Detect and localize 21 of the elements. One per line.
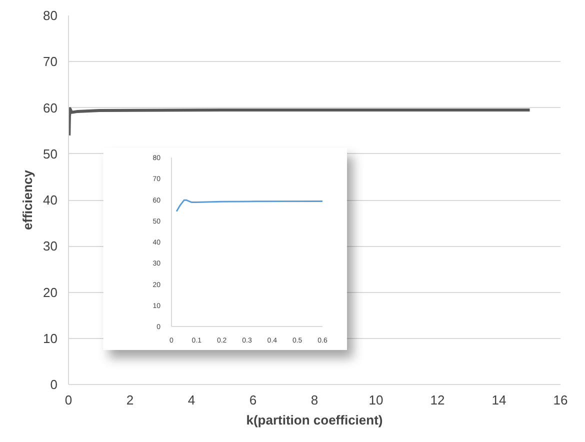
- y-tick-label: 60: [43, 100, 58, 116]
- x-tick-label: 8: [310, 392, 318, 408]
- y-tick-label: 40: [43, 192, 58, 208]
- x-tick-label: 14: [492, 392, 506, 408]
- x-tick-label: 6: [249, 392, 257, 408]
- y-tick-label: 20: [43, 284, 58, 300]
- x-tick-label: 4: [188, 392, 196, 408]
- y-tick-label: 0: [50, 377, 58, 392]
- x-tick-label: 2: [126, 392, 134, 408]
- x-tick-label: 10: [368, 392, 384, 408]
- x-tick-label: 12: [430, 392, 445, 408]
- y-tick-label: 80: [43, 8, 58, 23]
- x-tick-label: 16: [553, 392, 568, 408]
- line-series: [68, 107, 532, 137]
- line-series: [176, 199, 322, 212]
- y-tick-label: 70: [43, 54, 58, 70]
- x-tick-label: 0: [64, 392, 72, 408]
- y-axis-title: efficiency: [20, 169, 36, 230]
- x-axis-title: k(partition coefficient): [246, 412, 383, 428]
- y-tick-label: 50: [43, 146, 58, 162]
- y-tick-label: 30: [43, 238, 58, 254]
